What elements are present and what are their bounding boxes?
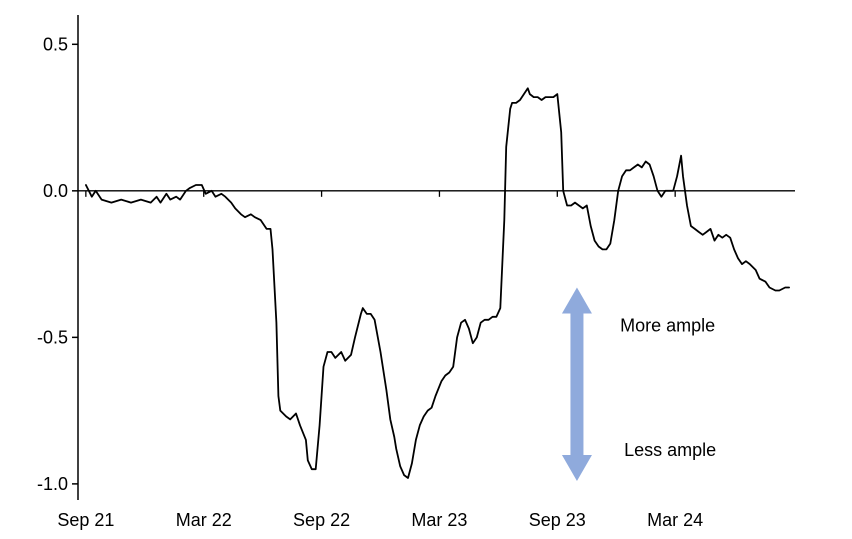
y-tick-label: 0.0 [43, 181, 68, 201]
x-tick-label: Mar 23 [411, 510, 467, 530]
annotation-less-ample: Less ample [624, 440, 716, 460]
x-tick-label: Mar 22 [176, 510, 232, 530]
annotation-more-ample: More ample [620, 316, 715, 336]
x-tick-label: Sep 22 [293, 510, 350, 530]
x-tick-label: Sep 23 [529, 510, 586, 530]
x-tick-label: Mar 24 [647, 510, 703, 530]
double-arrow-icon [561, 287, 592, 481]
y-tick-label: -0.5 [37, 327, 68, 347]
y-tick-label: -1.0 [37, 474, 68, 494]
data-series-line [85, 87, 790, 479]
y-tick-label: 0.5 [43, 34, 68, 54]
x-tick-label: Sep 21 [57, 510, 114, 530]
